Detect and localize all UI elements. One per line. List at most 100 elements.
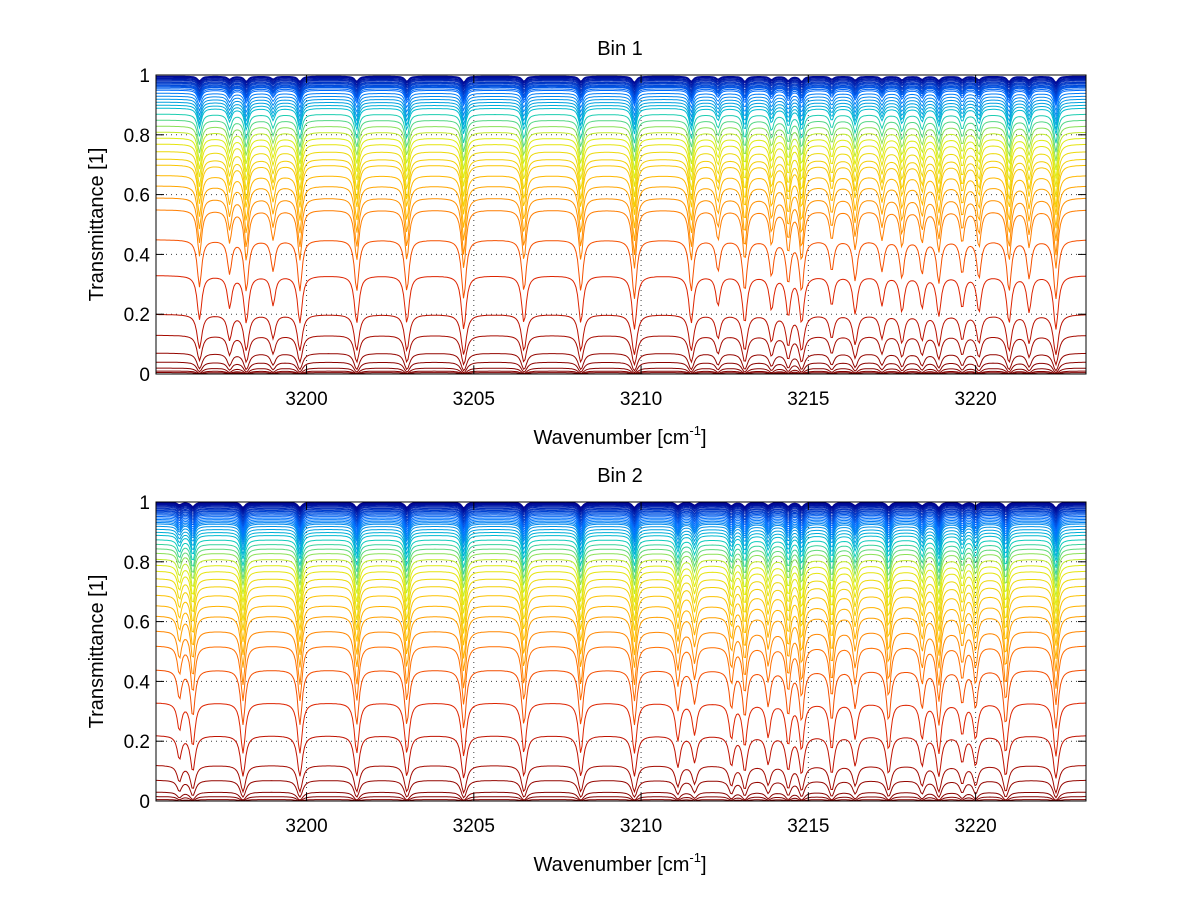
series-line [156,510,1086,524]
series-line [156,605,1086,659]
series-line [155,702,1086,757]
series-line [156,552,1086,589]
series-line [155,645,1086,705]
series-line [156,528,1086,554]
series-line [155,669,1087,729]
series-line [156,504,1087,514]
series-line [155,630,1087,689]
series-line [156,85,1086,100]
series-line [156,531,1086,557]
series-line [156,514,1086,531]
ticks: 3200 3205 3210 3215 3220 0 0.2 0.4 0.6 0.8 1 [124,493,1086,837]
series-line [156,796,1086,802]
x-tick-label: 3210 [620,389,662,410]
series-line [155,503,1087,512]
grid [156,75,1086,374]
series-line [156,92,1086,113]
series-line [155,352,1087,372]
series-line [156,525,1086,549]
series-line [156,209,1086,269]
series-line [156,564,1086,606]
x-axis-label-main: Wavenumber [cm [533,854,689,876]
series-line [156,76,1086,85]
series-line [156,143,1087,187]
series-line [156,175,1087,229]
series-line [156,522,1086,543]
series-line [156,125,1086,162]
panel-title: Bin 2 [597,465,643,487]
series-line [155,503,1087,511]
series-line [156,131,1087,170]
y-tick-label: 0.6 [124,186,150,207]
series-line [155,275,1087,330]
x-axis-label-tail: ] [701,427,707,449]
series-line [156,523,1086,546]
grid [156,502,1086,801]
series-line [156,510,1086,523]
x-tick-label: 3200 [285,389,327,410]
y-tick-label: 1 [139,66,150,87]
series-line [156,107,1086,135]
series-line [156,104,1086,130]
series-line [156,101,1086,127]
panel-bin-1: Bin 1 3200 3205 3210 3215 3220 0 0.2 0.4 0.6 0.8 1… [86,38,1087,449]
x-axis-label-sup: -1 [689,423,701,438]
x-tick-label: 3215 [787,816,829,837]
x-axis-label-sup: -1 [689,850,701,865]
y-tick-label: 1 [139,493,150,514]
axes-frame [155,74,1087,375]
series-line [156,779,1086,799]
panel-bin-2: Bin 2 3200 3205 3210 3215 3220 0 0.2 0.4 0.6 0.8 1… [86,465,1087,876]
series-line [156,534,1086,562]
series-line [156,77,1086,87]
y-tick-label: 0 [139,365,150,386]
series-line [156,75,1086,84]
series-line [156,98,1086,123]
series-line [156,508,1086,521]
series-line [155,164,1087,216]
series-group [155,501,1087,802]
series-line [156,543,1086,575]
series-line [156,516,1086,533]
y-tick-label: 0.2 [124,305,150,326]
x-axis-label-tail: ] [701,854,707,876]
series-line [156,585,1086,635]
series-line [156,314,1086,355]
series-line [155,119,1086,153]
series-line [156,89,1086,108]
series-line [156,83,1086,97]
series-line [156,367,1086,375]
series-line [156,113,1086,144]
series-line [156,615,1087,672]
series-line [156,548,1086,582]
series-line [156,239,1086,299]
series-line [156,78,1086,88]
series-line [156,82,1086,95]
series-line [156,520,1086,541]
x-tick-label: 3205 [453,389,495,410]
x-tick-label: 3200 [285,816,327,837]
series-line [156,372,1086,375]
x-axis-label: Wavenumber [cm-1] [533,850,706,876]
y-tick-label: 0.2 [124,732,150,753]
x-tick-label: 3210 [620,816,662,837]
series-line [156,158,1087,208]
series-line [155,197,1086,256]
y-tick-label: 0.8 [124,126,150,147]
series-line [156,86,1086,102]
series-line [156,765,1086,795]
series-line [156,799,1087,802]
series-line [156,137,1087,179]
series-line [156,84,1086,99]
x-tick-label: 3220 [954,816,996,837]
series-line [156,86,1086,103]
series-line [156,791,1086,801]
y-tick-label: 0 [139,792,150,813]
y-axis-label: Transmittance [1] [86,148,108,302]
series-line [156,539,1086,569]
series-group [155,75,1087,375]
series-line [156,517,1086,536]
series-line [156,370,1086,375]
series-line [156,505,1087,516]
